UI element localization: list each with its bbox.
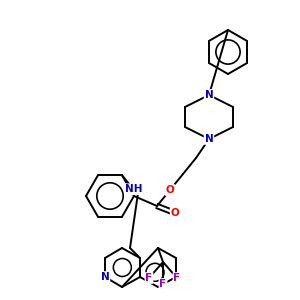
Text: F: F xyxy=(146,273,153,283)
Text: F: F xyxy=(159,279,167,289)
Text: O: O xyxy=(166,185,174,195)
Text: N: N xyxy=(205,134,213,144)
Text: N: N xyxy=(100,272,109,282)
Text: NH: NH xyxy=(125,184,143,194)
Text: F: F xyxy=(173,273,181,283)
Text: O: O xyxy=(171,208,179,218)
Text: N: N xyxy=(205,90,213,100)
